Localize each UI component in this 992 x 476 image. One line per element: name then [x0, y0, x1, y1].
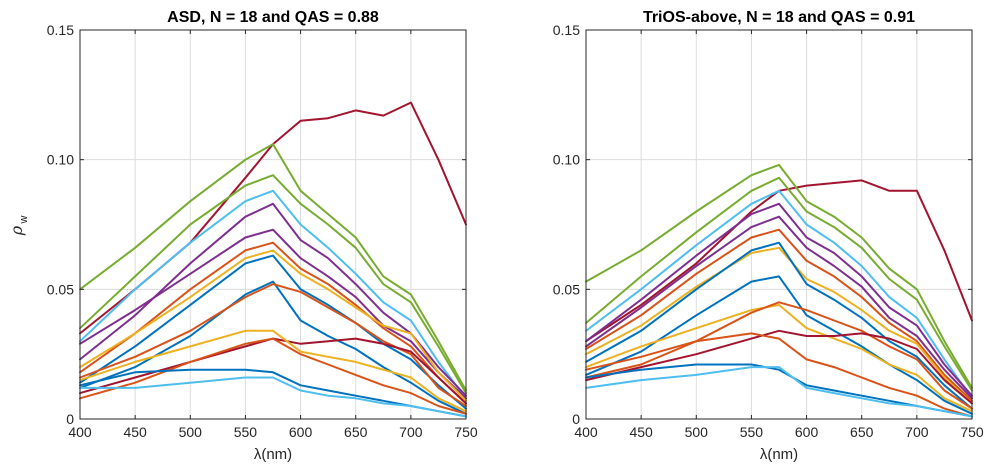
- x-axis-label: λ(nm): [760, 446, 798, 463]
- chart-title: ASD, N = 18 and QAS = 0.88: [167, 9, 379, 26]
- y-tick-label: 0.05: [47, 281, 74, 297]
- series-line-14: [585, 332, 973, 418]
- y-axis-label-symbol: ρ: [7, 225, 26, 236]
- series-line-6: [79, 228, 467, 400]
- x-tick-label: 600: [289, 424, 313, 440]
- plot-frame: [79, 29, 467, 420]
- series-line-6: [585, 215, 973, 400]
- x-tick-label: 750: [960, 424, 984, 440]
- y-axis-label-subscript: w: [18, 215, 30, 224]
- series-line-11: [79, 283, 467, 407]
- y-tick-label: 0.10: [553, 152, 580, 168]
- series-line-16: [585, 366, 973, 418]
- series-line-5: [585, 202, 973, 397]
- series-line-13: [585, 329, 973, 405]
- x-tick-label: 450: [629, 424, 653, 440]
- series-line-9: [585, 241, 973, 410]
- series-line-12: [585, 301, 973, 410]
- y-tick-label: 0.10: [47, 152, 74, 168]
- x-tick-label: 650: [344, 424, 368, 440]
- series-line-4: [585, 189, 973, 400]
- x-tick-label: 500: [685, 424, 709, 440]
- series-line-9: [79, 254, 467, 410]
- y-tick-label: 0: [66, 411, 74, 427]
- x-tick-label: 400: [68, 424, 92, 440]
- series-line-3: [79, 174, 467, 395]
- x-tick-label: 500: [179, 424, 203, 440]
- series-line-2: [79, 143, 467, 392]
- x-tick-label: 700: [399, 424, 423, 440]
- x-tick-label: 750: [454, 424, 478, 440]
- chart-panel-trios-above: 400 450 500 550 600 650 700 750 0 0.05 0.10 0.15 Tri…: [553, 9, 984, 463]
- x-tick-label: 600: [795, 424, 819, 440]
- x-axis-label: λ(nm): [254, 446, 292, 463]
- chart-panel-asd: 400 450 500 550 600 650 700 750 0 0.05 0.10 0.15 ASD…: [7, 9, 478, 463]
- x-tick-label: 450: [123, 424, 147, 440]
- y-tick-label: 0: [572, 411, 580, 427]
- y-axis-label: ρw: [7, 215, 30, 236]
- x-tick-label: 550: [740, 424, 764, 440]
- series-line-12: [79, 337, 467, 405]
- series-line-11: [585, 303, 973, 413]
- chart-title: TriOS-above, N = 18 and QAS = 0.91: [643, 9, 915, 26]
- series-line-2: [585, 163, 973, 389]
- plot-frame: [585, 29, 973, 420]
- series-line-4: [79, 189, 467, 400]
- series-line-13: [79, 329, 467, 413]
- y-tick-label: 0.15: [553, 22, 580, 38]
- series-line-1: [79, 101, 467, 335]
- series-line-14: [79, 337, 467, 415]
- series-line-8: [585, 246, 973, 405]
- x-tick-label: 650: [850, 424, 874, 440]
- x-tick-label: 550: [234, 424, 258, 440]
- series-line-1: [585, 179, 973, 343]
- series-line-15: [585, 363, 973, 418]
- y-tick-label: 0.05: [553, 281, 580, 297]
- series-line-8: [79, 249, 467, 402]
- series-line-10: [585, 275, 973, 415]
- x-tick-label: 700: [905, 424, 929, 440]
- series-line-10: [79, 280, 467, 415]
- series-line-7: [585, 228, 973, 402]
- y-tick-label: 0.15: [47, 22, 74, 38]
- series-line-16: [79, 376, 467, 418]
- series-line-7: [79, 241, 467, 405]
- series-line-3: [585, 176, 973, 392]
- x-tick-label: 400: [574, 424, 598, 440]
